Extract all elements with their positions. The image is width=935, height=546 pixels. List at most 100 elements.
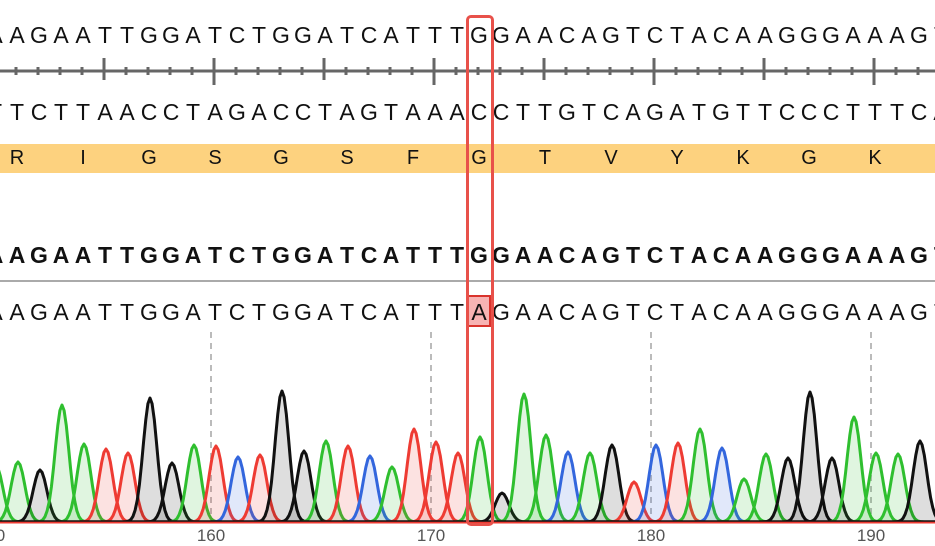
base: G bbox=[270, 20, 292, 50]
base: A bbox=[116, 97, 138, 127]
sample-base: G bbox=[28, 297, 50, 327]
amino-acid: T bbox=[525, 144, 565, 173]
sample-base: G bbox=[820, 297, 842, 327]
base: G bbox=[710, 97, 732, 127]
base: A bbox=[182, 20, 204, 50]
base: C bbox=[600, 97, 622, 127]
reference-base: G bbox=[292, 240, 314, 270]
base: G bbox=[908, 20, 930, 50]
sample-base: A bbox=[842, 297, 864, 327]
reference-base: T bbox=[248, 240, 270, 270]
reference-base: A bbox=[842, 240, 864, 270]
reference-base: G bbox=[798, 240, 820, 270]
base: G bbox=[138, 20, 160, 50]
reference-base: C bbox=[556, 240, 578, 270]
base: T bbox=[578, 97, 600, 127]
axis-label: 170 bbox=[401, 526, 461, 546]
sample-base: C bbox=[358, 297, 380, 327]
sample-base: T bbox=[248, 297, 270, 327]
sample-base: A bbox=[688, 297, 710, 327]
reference-base: A bbox=[534, 240, 556, 270]
sample-base: C bbox=[644, 297, 666, 327]
base: A bbox=[622, 97, 644, 127]
reference-base: A bbox=[72, 240, 94, 270]
reference-base: G bbox=[270, 240, 292, 270]
reference-base: G bbox=[600, 240, 622, 270]
base: A bbox=[314, 20, 336, 50]
sample-base: G bbox=[292, 297, 314, 327]
base: T bbox=[688, 97, 710, 127]
reference-base: A bbox=[578, 240, 600, 270]
sample-base: G bbox=[776, 297, 798, 327]
base: A bbox=[534, 20, 556, 50]
base: T bbox=[512, 97, 534, 127]
sample-base: A bbox=[182, 297, 204, 327]
amino-acid: I bbox=[63, 144, 103, 173]
base: T bbox=[6, 97, 28, 127]
base: G bbox=[556, 97, 578, 127]
sample-base: G bbox=[138, 297, 160, 327]
base: T bbox=[446, 20, 468, 50]
base: T bbox=[666, 20, 688, 50]
base: A bbox=[248, 97, 270, 127]
reference-base: A bbox=[50, 240, 72, 270]
base: T bbox=[886, 97, 908, 127]
amino-acid: K bbox=[855, 144, 895, 173]
selected-position-box[interactable] bbox=[466, 15, 494, 526]
base: G bbox=[600, 20, 622, 50]
base: G bbox=[820, 20, 842, 50]
sample-base: T bbox=[622, 297, 644, 327]
amino-acid: G bbox=[129, 144, 169, 173]
reference-base: A bbox=[732, 240, 754, 270]
base: T bbox=[72, 97, 94, 127]
base: A bbox=[578, 20, 600, 50]
reference-base: A bbox=[182, 240, 204, 270]
base: T bbox=[380, 97, 402, 127]
sample-base: T bbox=[424, 297, 446, 327]
base: G bbox=[776, 20, 798, 50]
reference-base: A bbox=[512, 240, 534, 270]
sample-base: C bbox=[226, 297, 248, 327]
sample-base: A bbox=[732, 297, 754, 327]
base: G bbox=[28, 20, 50, 50]
amino-acid: G bbox=[261, 144, 301, 173]
sample-base: G bbox=[160, 297, 182, 327]
base: A bbox=[402, 97, 424, 127]
base: C bbox=[292, 97, 314, 127]
sample-base: A bbox=[754, 297, 776, 327]
base: T bbox=[182, 97, 204, 127]
base: A bbox=[424, 97, 446, 127]
reference-base: G bbox=[28, 240, 50, 270]
sample-base: A bbox=[534, 297, 556, 327]
sample-base: T bbox=[666, 297, 688, 327]
base: T bbox=[336, 20, 358, 50]
base: A bbox=[886, 20, 908, 50]
sample-base: T bbox=[336, 297, 358, 327]
base: A bbox=[336, 97, 358, 127]
base: A bbox=[94, 97, 116, 127]
sample-base: T bbox=[94, 297, 116, 327]
base: A bbox=[72, 20, 94, 50]
base: A bbox=[380, 20, 402, 50]
sample-base: T bbox=[402, 297, 424, 327]
base: C bbox=[556, 20, 578, 50]
base: A bbox=[512, 20, 534, 50]
base: C bbox=[710, 20, 732, 50]
reference-base: T bbox=[402, 240, 424, 270]
amino-acid: Y bbox=[657, 144, 697, 173]
base: G bbox=[644, 97, 666, 127]
reference-base: C bbox=[644, 240, 666, 270]
sample-base: T bbox=[930, 297, 935, 327]
reference-base: A bbox=[6, 240, 28, 270]
sample-base: G bbox=[270, 297, 292, 327]
base: G bbox=[292, 20, 314, 50]
base: T bbox=[930, 20, 935, 50]
reference-base: G bbox=[820, 240, 842, 270]
axis-label: 160 bbox=[181, 526, 241, 546]
reference-base: A bbox=[754, 240, 776, 270]
base: T bbox=[94, 20, 116, 50]
axis-label: 150 bbox=[0, 526, 21, 546]
base: A bbox=[864, 20, 886, 50]
base: C bbox=[820, 97, 842, 127]
base: A bbox=[446, 97, 468, 127]
